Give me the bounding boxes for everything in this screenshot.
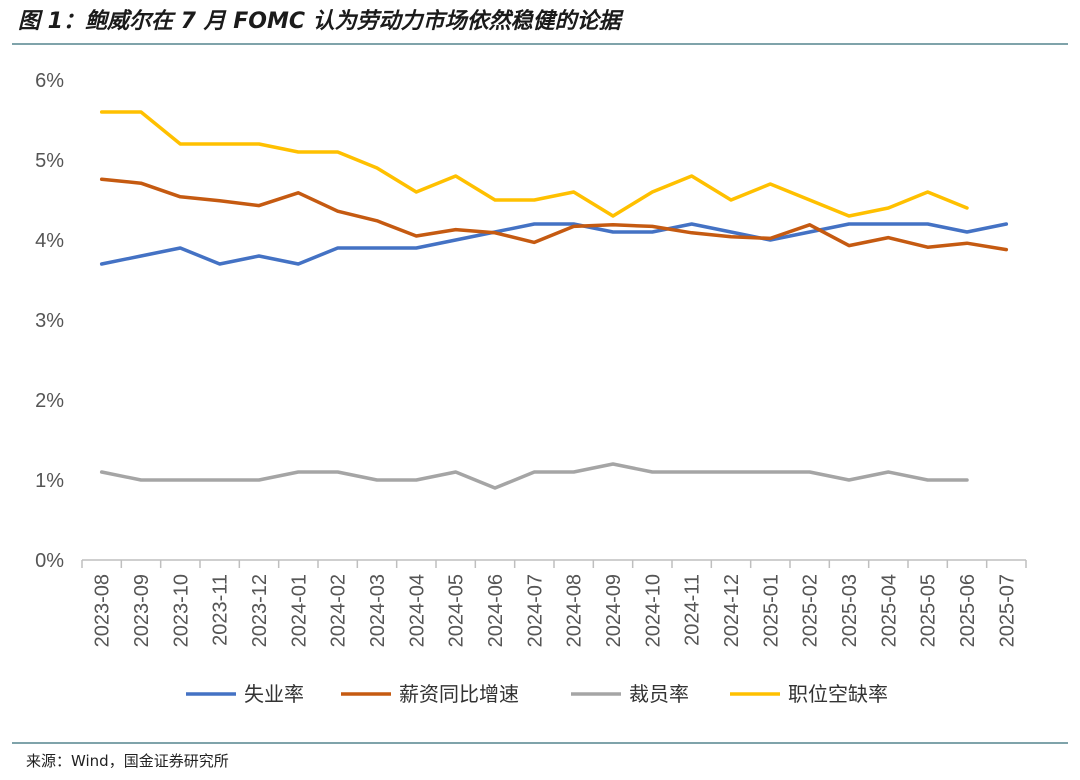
x-tick-label: 2023-11 (210, 574, 232, 646)
series-line-0 (99, 222, 1009, 266)
legend-label: 失业率 (244, 682, 304, 706)
x-tick-label: 2024-12 (721, 574, 743, 647)
y-tick-label: 5% (35, 150, 64, 172)
x-tick-label: 2023-09 (131, 574, 153, 647)
top-rule (12, 43, 1068, 45)
x-tick-label: 2025-05 (918, 574, 940, 647)
bottom-rule (12, 742, 1068, 744)
x-tick-label: 2025-06 (957, 574, 979, 647)
x-tick-label: 2024-09 (603, 574, 625, 647)
x-tick-label: 2024-01 (288, 574, 310, 647)
y-tick-label: 0% (35, 550, 64, 572)
x-tick-label: 2024-02 (328, 574, 350, 647)
x-tick-label: 2023-10 (170, 574, 192, 647)
x-tick-label: 2025-04 (878, 574, 900, 647)
x-axis: 2023-08 2023-09 2023-10 2023-11 2023-12 2024-… (81, 559, 1027, 647)
series-layer (99, 110, 1009, 490)
legend-label: 薪资同比增速 (399, 682, 519, 706)
x-tick-label: 2024-05 (446, 574, 468, 647)
series-line-3 (99, 110, 969, 218)
y-tick-label: 4% (35, 230, 64, 252)
legend: 失业率 薪资同比增速 裁员率 职位空缺率 (186, 682, 888, 706)
x-tick-label: 2023-08 (92, 574, 114, 647)
x-tick-label: 2024-07 (524, 574, 546, 647)
y-tick-label: 1% (35, 470, 64, 492)
x-tick-label: 2025-03 (839, 574, 861, 647)
y-tick-label: 6% (35, 70, 64, 92)
figure-title: 图 1：鲍威尔在 7 月 FOMC 认为劳动力市场依然稳健的论据 (18, 9, 621, 34)
x-tick-label: 2024-03 (367, 574, 389, 647)
y-tick-label: 3% (35, 310, 64, 332)
x-tick-label: 2024-04 (406, 574, 428, 647)
x-tick-label: 2024-08 (564, 574, 586, 647)
series-line-2 (99, 462, 969, 490)
x-tick-label: 2024-06 (485, 574, 507, 647)
legend-label: 裁员率 (629, 682, 689, 706)
y-axis: 0% 1% 2% 3% 4% 5% 6% (35, 70, 64, 572)
x-tick-label: 2025-02 (800, 574, 822, 647)
x-tick-label: 2023-12 (249, 574, 271, 647)
x-tick-label: 2025-01 (760, 574, 782, 647)
series-line-1 (99, 177, 1009, 252)
source-note: 来源：Wind，国金证券研究所 (26, 752, 229, 770)
x-tick-label: 2024-10 (642, 574, 664, 647)
x-tick-label: 2024-11 (682, 574, 704, 646)
y-tick-label: 2% (35, 390, 64, 412)
x-tick-label: 2025-07 (996, 574, 1018, 647)
legend-label: 职位空缺率 (788, 682, 888, 706)
line-chart: 0%1%2%3%4%5%6% 2023-08 2023-09 2023-10 2023… (35, 70, 1027, 706)
